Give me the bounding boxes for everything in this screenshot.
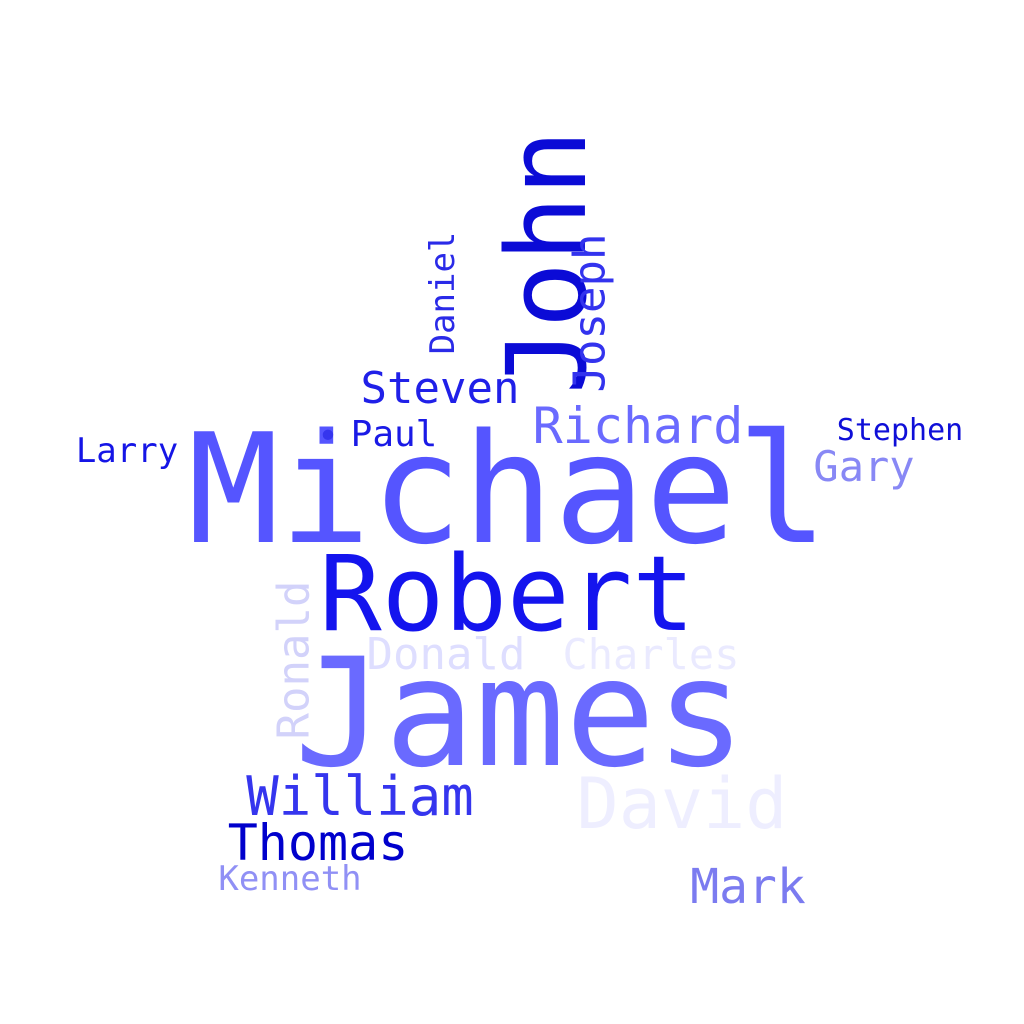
- word-richard: Richard: [533, 397, 744, 455]
- word-william: William: [246, 765, 474, 828]
- word-charles: Charles: [562, 630, 739, 679]
- word-kenneth: Kenneth: [218, 859, 361, 899]
- word-daniel: Daniel: [423, 232, 463, 355]
- word-dot: •: [317, 416, 339, 457]
- word-gary: Gary: [813, 442, 914, 491]
- word-mark: Mark: [690, 859, 806, 915]
- words-layer: Michael James John Robert David William Richar…: [76, 130, 963, 915]
- word-stephen: Stephen: [837, 413, 963, 448]
- word-john: John: [483, 130, 611, 395]
- word-paul: Paul: [351, 414, 438, 455]
- word-thomas: Thomas: [228, 814, 409, 872]
- word-james: James: [294, 627, 746, 801]
- word-david: David: [577, 763, 788, 845]
- word-donald: Donald: [367, 629, 526, 680]
- word-joseph: Joseph: [565, 234, 616, 393]
- word-ronald: Ronald: [269, 581, 320, 740]
- word-michael: Michael: [188, 401, 829, 578]
- word-larry: Larry: [76, 431, 178, 471]
- word-robert: Robert: [319, 533, 695, 655]
- word-steven: Steven: [361, 363, 520, 414]
